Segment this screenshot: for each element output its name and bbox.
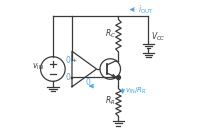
Text: $R_C$: $R_C$ (105, 27, 116, 40)
Text: −: − (71, 75, 77, 81)
Text: $i_{\rm OUT}$: $i_{\rm OUT}$ (138, 3, 153, 16)
Text: $V_{CC}$: $V_{CC}$ (151, 31, 165, 43)
Text: 0: 0 (65, 56, 70, 65)
Text: +: + (71, 58, 77, 63)
Text: $v_{\rm IN}/R_R$: $v_{\rm IN}/R_R$ (125, 86, 146, 96)
Text: $R_R$: $R_R$ (105, 95, 116, 107)
Text: $v_{\rm IN}$: $v_{\rm IN}$ (32, 61, 43, 71)
Text: 0: 0 (65, 73, 70, 82)
Text: 0: 0 (86, 78, 91, 87)
